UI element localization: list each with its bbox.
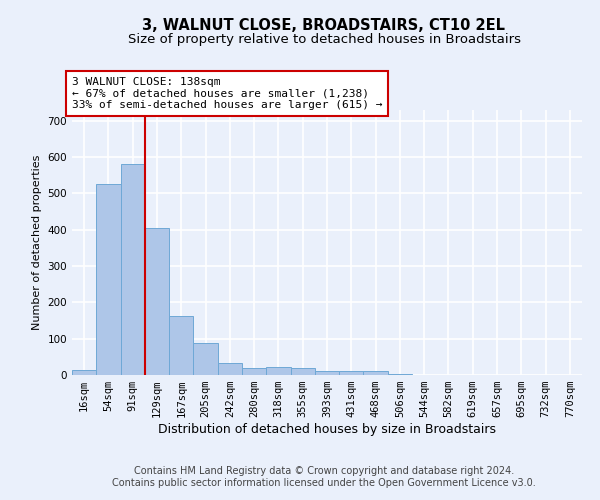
Bar [242, 368, 266, 375]
Text: Size of property relative to detached houses in Broadstairs: Size of property relative to detached ho… [128, 32, 521, 46]
Bar [290, 368, 315, 375]
Bar [315, 372, 339, 375]
Bar [218, 363, 242, 375]
Bar [96, 184, 121, 375]
Text: 3 WALNUT CLOSE: 138sqm
← 67% of detached houses are smaller (1,238)
33% of semi-: 3 WALNUT CLOSE: 138sqm ← 67% of detached… [72, 77, 383, 110]
Y-axis label: Number of detached properties: Number of detached properties [32, 155, 42, 330]
Bar [121, 164, 145, 375]
Bar [193, 343, 218, 375]
Bar [266, 368, 290, 375]
Text: Contains HM Land Registry data © Crown copyright and database right 2024.
Contai: Contains HM Land Registry data © Crown c… [112, 466, 536, 487]
Bar [169, 316, 193, 375]
Bar [145, 228, 169, 375]
Bar [364, 371, 388, 375]
Bar [72, 370, 96, 375]
Text: 3, WALNUT CLOSE, BROADSTAIRS, CT10 2EL: 3, WALNUT CLOSE, BROADSTAIRS, CT10 2EL [143, 18, 505, 32]
X-axis label: Distribution of detached houses by size in Broadstairs: Distribution of detached houses by size … [158, 423, 496, 436]
Bar [339, 371, 364, 375]
Bar [388, 374, 412, 375]
